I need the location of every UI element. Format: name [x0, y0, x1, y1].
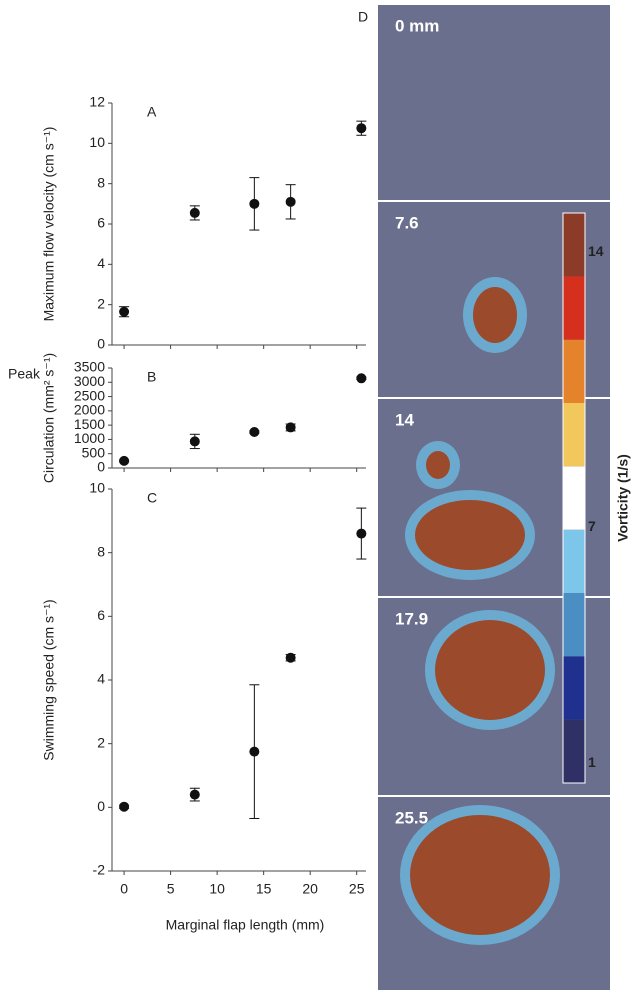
- x-axis-title: Marginal flap length (mm): [166, 917, 325, 933]
- y-tick-label: 10: [89, 134, 105, 150]
- point: [249, 746, 260, 757]
- panel-label: B: [147, 369, 156, 385]
- y-tick-label: 4: [97, 255, 105, 271]
- point: [119, 801, 130, 812]
- point: [356, 528, 367, 539]
- point: [249, 427, 260, 437]
- point: [285, 196, 296, 207]
- x-tick-label: 10: [209, 881, 225, 897]
- y-tick-label: 3000: [74, 373, 105, 389]
- colorbar-tick-label: 1: [588, 754, 596, 770]
- y-tick-label: 2000: [74, 402, 105, 418]
- y-axis-title: Peak: [8, 366, 41, 382]
- vortex-core: [473, 287, 517, 343]
- y-tick-label: 2500: [74, 387, 105, 403]
- y-tick-label: -2: [93, 862, 106, 878]
- colorbar-segment: [563, 276, 585, 340]
- x-tick-label: 20: [302, 881, 318, 897]
- point: [356, 123, 367, 134]
- colorbar-tick-label: 14: [588, 243, 604, 259]
- vortex-core: [415, 500, 525, 570]
- y-tick-label: 0: [97, 459, 105, 475]
- y-tick-label: 12: [89, 94, 105, 110]
- panel-label: D: [358, 9, 368, 25]
- colorbar-segment: [563, 466, 585, 530]
- y-axis-title: Maximum flow velocity (cm s⁻¹): [41, 127, 57, 322]
- colorbar-tick-label: 7: [588, 518, 596, 534]
- y-tick-label: 4: [97, 671, 105, 687]
- y-tick-label: 1500: [74, 416, 105, 432]
- frame-label: 7.6: [395, 213, 419, 232]
- y-axis-title: Circulation (mm² s⁻¹): [41, 353, 57, 483]
- y-tick-label: 6: [97, 215, 105, 231]
- vortex-core: [435, 620, 545, 720]
- vortex-core: [426, 451, 450, 479]
- y-tick-label: 8: [97, 543, 105, 559]
- colorbar-segment: [563, 529, 585, 593]
- frame-label: 25.5: [395, 808, 428, 827]
- vortex-core: [410, 815, 550, 935]
- y-tick-label: 10: [89, 480, 105, 496]
- point: [189, 207, 200, 218]
- point: [356, 373, 367, 384]
- y-tick-label: 3500: [74, 359, 105, 375]
- point: [119, 306, 130, 317]
- y-axis-title: Swimming speed (cm s⁻¹): [41, 599, 57, 760]
- point: [189, 789, 200, 800]
- y-tick-label: 0: [97, 336, 105, 352]
- x-tick-label: 5: [167, 881, 175, 897]
- flow-image: [378, 5, 610, 200]
- y-tick-label: 0: [97, 798, 105, 814]
- panel-label: A: [147, 104, 157, 120]
- frame-label: 17.9: [395, 609, 428, 628]
- colorbar-segment: [563, 339, 585, 403]
- panel-label: C: [147, 490, 157, 506]
- colorbar-segment: [563, 719, 585, 783]
- x-tick-label: 0: [120, 881, 128, 897]
- colorbar-segment: [563, 213, 585, 277]
- y-tick-label: 8: [97, 174, 105, 190]
- x-tick-label: 15: [256, 881, 272, 897]
- point: [189, 436, 200, 447]
- colorbar-segment: [563, 403, 585, 467]
- y-tick-label: 6: [97, 607, 105, 623]
- colorbar-frame: [562, 212, 586, 784]
- y-tick-label: 1000: [74, 430, 105, 446]
- frame-label: 14: [395, 410, 414, 429]
- colorbar-segment: [563, 656, 585, 720]
- x-tick-label: 25: [349, 881, 365, 897]
- point: [285, 422, 296, 433]
- colorbar-segment: [563, 593, 585, 657]
- point: [249, 198, 260, 209]
- point: [119, 455, 130, 466]
- y-tick-label: 2: [97, 295, 105, 311]
- colorbar-title: Vorticity (1/s): [615, 454, 631, 542]
- frame-label: 0 mm: [395, 16, 439, 35]
- y-tick-label: 2: [97, 734, 105, 750]
- point: [285, 652, 296, 663]
- y-tick-label: 500: [82, 444, 106, 460]
